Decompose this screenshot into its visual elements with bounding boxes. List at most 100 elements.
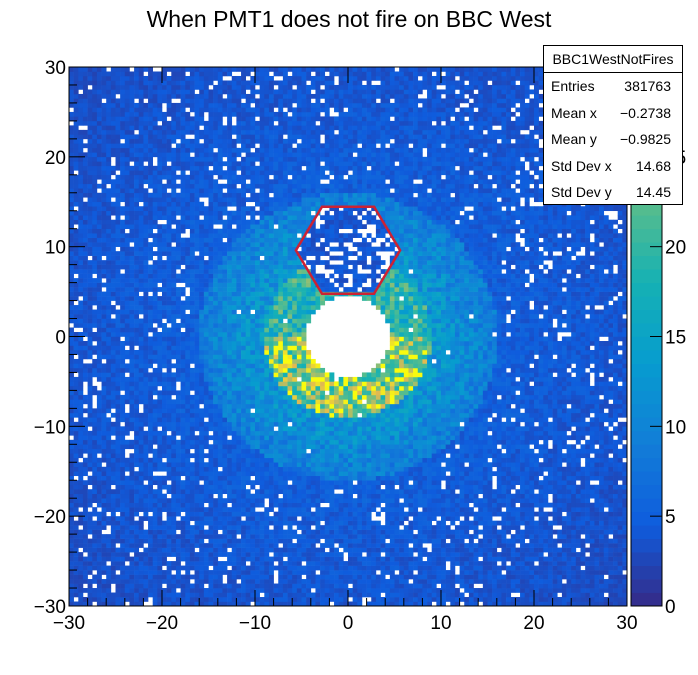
heatmap-cell <box>194 138 200 144</box>
heatmap-cell <box>255 561 260 566</box>
heatmap-cell <box>115 134 121 140</box>
heatmap-cell <box>110 120 116 126</box>
heatmap-cell <box>231 439 237 445</box>
heatmap-cell <box>213 430 219 436</box>
heatmap-cell <box>124 251 130 256</box>
heatmap-cell <box>189 282 195 288</box>
heatmap-cell <box>250 453 256 459</box>
heatmap-cell <box>180 246 186 252</box>
heatmap-cell <box>148 588 153 593</box>
heatmap-cell <box>78 84 84 90</box>
heatmap-cell <box>222 197 228 203</box>
heatmap-cell <box>162 192 167 198</box>
heatmap-cell <box>148 543 153 548</box>
heatmap-cell <box>250 210 256 216</box>
heatmap-cell <box>110 179 116 185</box>
heatmap-cell <box>241 403 246 409</box>
heatmap-cell <box>250 354 256 360</box>
heatmap-cell <box>264 520 270 526</box>
heatmap-cell <box>227 197 233 203</box>
heatmap-cell <box>199 561 205 566</box>
heatmap-cell <box>69 516 74 521</box>
heatmap-cell <box>162 165 167 171</box>
heatmap-cell <box>217 210 223 216</box>
heatmap-cell <box>78 224 84 229</box>
heatmap-cell <box>124 399 130 405</box>
heatmap-cell <box>157 367 163 373</box>
heatmap-cell <box>259 152 265 158</box>
heatmap-cell <box>92 363 98 369</box>
heatmap-cell <box>106 305 112 310</box>
heatmap-cell <box>241 439 246 445</box>
heatmap-cell <box>227 80 233 86</box>
heatmap-cell <box>231 556 237 562</box>
heatmap-cell <box>231 358 237 364</box>
heatmap-cell <box>124 525 130 530</box>
heatmap-cell <box>171 197 177 203</box>
heatmap-cell <box>120 318 126 324</box>
heatmap-cell <box>231 93 237 99</box>
heatmap-cell <box>227 448 233 454</box>
heatmap-cell <box>268 327 274 333</box>
heatmap-cell <box>101 183 107 189</box>
heatmap-cell <box>208 278 214 283</box>
heatmap-cell <box>255 588 260 593</box>
heatmap-cell <box>213 143 219 149</box>
heatmap-cell <box>245 138 251 144</box>
heatmap-cell <box>199 98 205 104</box>
heatmap-cell <box>241 444 246 450</box>
heatmap-cell <box>180 480 186 486</box>
heatmap-cell <box>157 224 163 229</box>
heatmap-cell <box>194 597 200 602</box>
heatmap-cell <box>259 269 265 274</box>
heatmap-cell <box>245 394 251 400</box>
heatmap-cell <box>259 300 265 306</box>
heatmap-cell <box>162 206 167 212</box>
heatmap-cell <box>129 462 135 468</box>
heatmap-cell <box>73 561 79 566</box>
heatmap-cell <box>143 579 149 584</box>
heatmap-cell <box>106 269 112 274</box>
heatmap-cell <box>101 89 107 95</box>
heatmap-cell <box>152 421 158 427</box>
heatmap-cell <box>199 399 205 405</box>
heatmap-cell <box>92 228 98 234</box>
heatmap-cell <box>236 430 242 436</box>
heatmap-cell <box>236 228 242 234</box>
heatmap-cell <box>250 156 256 162</box>
heatmap-cell <box>236 565 242 571</box>
heatmap-cell <box>171 588 177 593</box>
heatmap-cell <box>264 255 270 261</box>
heatmap-cell <box>115 138 121 144</box>
heatmap-cell <box>236 349 242 355</box>
heatmap-cell <box>199 448 205 454</box>
heatmap-cell <box>245 489 251 495</box>
heatmap-cell <box>171 502 177 508</box>
heatmap-cell <box>236 210 242 216</box>
heatmap-cell <box>222 570 228 575</box>
heatmap-cell <box>78 246 84 252</box>
heatmap-cell <box>115 565 121 571</box>
heatmap-cell <box>152 367 158 373</box>
heatmap-cell <box>134 80 140 86</box>
heatmap-cell <box>208 291 214 297</box>
heatmap-cell <box>250 448 256 454</box>
heatmap-cell <box>124 426 130 432</box>
heatmap-cell <box>162 67 167 72</box>
heatmap-cell <box>134 511 140 517</box>
heatmap-cell <box>87 206 93 212</box>
heatmap-cell <box>143 363 149 369</box>
heatmap-cell <box>134 71 140 77</box>
heatmap-cell <box>101 412 107 418</box>
heatmap-cell <box>115 349 121 355</box>
heatmap-cell <box>203 71 209 77</box>
heatmap-cell <box>199 502 205 508</box>
heatmap-cell <box>171 529 177 535</box>
heatmap-cell <box>199 129 205 135</box>
heatmap-cell <box>134 426 140 432</box>
heatmap-cell <box>162 314 167 319</box>
heatmap-cell <box>189 565 195 571</box>
heatmap-cell <box>264 210 270 216</box>
heatmap-cell <box>69 201 74 207</box>
heatmap-cell <box>157 314 163 319</box>
